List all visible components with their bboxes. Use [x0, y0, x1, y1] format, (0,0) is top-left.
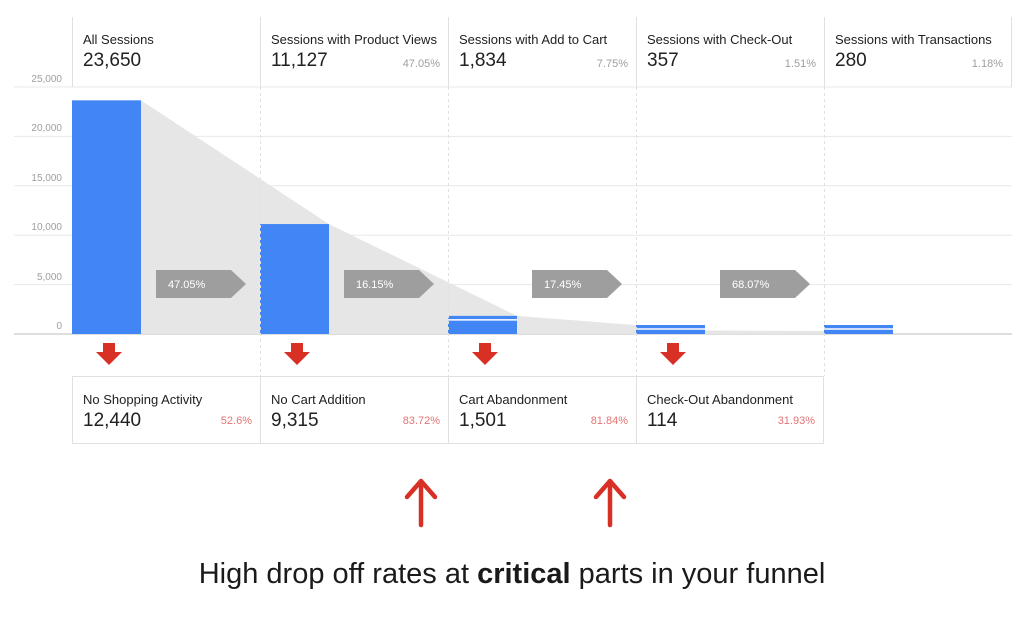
dropoff-percent: 52.6%	[220, 415, 252, 427]
y-tick-label: 20,000	[31, 123, 62, 135]
stage-add-to-cart[interactable]: Sessions with Add to Cart 1,834 7.75%	[448, 17, 636, 87]
dropoff-name: No Cart Addition	[271, 392, 366, 407]
caption-text: High drop off rates at	[198, 558, 478, 590]
dropoff-name: No Shopping Activity	[83, 392, 203, 407]
stage-value: 280	[835, 50, 867, 71]
dropoff-percent: 83.72%	[402, 415, 440, 427]
dropoff-value: 12,440	[83, 410, 142, 431]
stage-name: Sessions with Check-Out	[647, 32, 793, 47]
stage-percent: 47.05%	[402, 58, 440, 70]
stage-name: Sessions with Product Views	[271, 32, 437, 47]
dropoff-percent: 31.93%	[777, 415, 815, 427]
y-tick-label: 25,000	[31, 74, 62, 85]
dropoff-check-out-abandonment[interactable]: Check-Out Abandonment 114 31.93%	[636, 376, 824, 444]
transition-arrow	[720, 270, 810, 298]
dropoff-no-cart-addition[interactable]: No Cart Addition 9,315 83.72%	[260, 376, 448, 444]
y-tick-label: 0	[56, 321, 62, 332]
stage-value: 357	[647, 50, 679, 71]
stage-percent: 1.18%	[971, 58, 1003, 70]
y-tick-label: 10,000	[31, 222, 62, 234]
highlight-arrows	[404, 478, 627, 528]
bar	[260, 224, 329, 334]
column-dividers	[260, 87, 825, 376]
stage-percent: 1.51%	[784, 58, 816, 70]
drop-arrow-icon	[660, 343, 686, 365]
stage-transactions[interactable]: Sessions with Transactions 280 1.18%	[824, 17, 1012, 87]
y-tick-label: 5,000	[36, 271, 62, 283]
transition-arrows: 47.05% 16.15% 17.45% 68.07%	[156, 270, 810, 298]
caption-bold-text: critical	[477, 558, 571, 590]
transition-arrow	[344, 270, 434, 298]
stage-name: Sessions with Transactions	[835, 32, 992, 47]
dropoff-name: Cart Abandonment	[459, 392, 568, 407]
stage-name: All Sessions	[83, 32, 154, 47]
transition-percent: 17.45%	[544, 279, 582, 291]
arrow-up-icon	[593, 478, 627, 500]
drop-arrows	[96, 343, 686, 365]
dropoff-no-shopping-activity[interactable]: No Shopping Activity 12,440 52.6%	[72, 376, 260, 444]
stage-value: 23,650	[83, 50, 142, 71]
stage-value: 11,127	[271, 50, 328, 71]
dropoff-cart-abandonment[interactable]: Cart Abandonment 1,501 81.84%	[448, 376, 636, 444]
caption: High drop off rates at critical parts in…	[0, 558, 1024, 591]
transition-percent: 16.15%	[356, 279, 394, 291]
bar	[72, 100, 141, 334]
transition-arrow	[156, 270, 246, 298]
stage-value: 1,834	[459, 50, 507, 71]
transition-percent: 68.07%	[732, 279, 770, 291]
dropoff-percent: 81.84%	[590, 415, 628, 427]
bars	[72, 100, 893, 334]
stage-product-views[interactable]: Sessions with Product Views 11,127 47.05…	[260, 17, 448, 87]
drop-arrow-icon	[472, 343, 498, 365]
transition-percent: 47.05%	[168, 279, 206, 291]
drop-arrow-icon	[96, 343, 122, 365]
transition-arrow	[532, 270, 622, 298]
drop-arrow-icon	[284, 343, 310, 365]
dropoff-name: Check-Out Abandonment	[647, 392, 793, 407]
y-tick-label: 15,000	[31, 172, 62, 184]
stage-all-sessions[interactable]: All Sessions 23,650	[72, 17, 260, 87]
dropoff-value: 1,501	[459, 410, 507, 431]
bar	[448, 315, 517, 334]
caption-text: parts in your funnel	[570, 558, 826, 590]
stage-check-out[interactable]: Sessions with Check-Out 357 1.51%	[636, 17, 824, 87]
dropoff-value: 9,315	[271, 410, 319, 431]
funnel-shading	[141, 100, 893, 334]
stage-percent: 7.75%	[596, 58, 628, 70]
stage-name: Sessions with Add to Cart	[459, 32, 608, 47]
dropoff-value: 114	[647, 410, 678, 431]
arrow-up-icon	[404, 478, 438, 500]
